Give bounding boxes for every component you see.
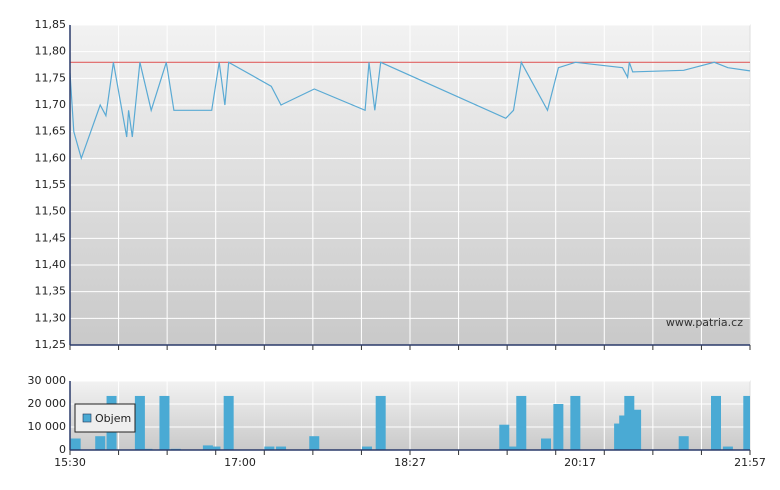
y-tick-label: 11,25 (35, 338, 67, 351)
volume-bar (210, 446, 221, 450)
y-tick-label: 0 (59, 443, 66, 456)
y-tick-label: 11,50 (35, 205, 67, 218)
legend-swatch (82, 413, 92, 423)
y-tick-label: 11,40 (35, 258, 67, 271)
volume-bar (362, 446, 373, 450)
volume-bar (508, 446, 519, 450)
y-tick-label: 11,85 (35, 18, 67, 31)
x-tick-label: 20:17 (564, 456, 596, 469)
y-tick-label: 11,30 (35, 311, 67, 324)
price-line (69, 60, 751, 161)
volume-bar (70, 438, 81, 450)
volume-bar (631, 409, 642, 450)
volume-bar (570, 395, 581, 450)
volume-bar (499, 424, 510, 450)
y-tick-label: 11,45 (35, 231, 67, 244)
legend-label: Objem (95, 412, 131, 425)
volume-bar (202, 445, 213, 450)
x-tick-label: 15:30 (54, 456, 86, 469)
volume-bar (619, 415, 630, 450)
volume-bar (541, 438, 551, 450)
volume-bar (134, 395, 145, 450)
volume-bar (375, 395, 386, 450)
volume-bar (159, 395, 170, 450)
volume-bar (553, 404, 564, 450)
x-tick-label: 18:27 (394, 456, 426, 469)
y-tick-label: 11,80 (35, 45, 67, 58)
y-tick-label: 11,75 (35, 71, 67, 84)
volume-bar (722, 446, 733, 450)
volume-bar (264, 446, 275, 450)
y-tick-label: 20 000 (28, 397, 67, 410)
y-tick-label: 30 000 (28, 374, 67, 387)
volume-bar (678, 436, 689, 450)
y-tick-label: 11,35 (35, 285, 67, 298)
x-tick-label: 17:00 (224, 456, 256, 469)
y-tick-label: 11,55 (35, 178, 67, 191)
volume-bar (95, 436, 106, 450)
x-tick-label: 21:57 (734, 456, 766, 469)
y-tick-label: 11,65 (35, 125, 67, 138)
volume-bar (516, 395, 527, 450)
volume-bar (614, 423, 625, 450)
y-tick-label: 11,70 (35, 98, 67, 111)
y-tick-label: 10 000 (28, 420, 67, 433)
volume-bar (624, 395, 635, 450)
watermark: www.patria.cz (666, 316, 743, 329)
volume-bar (309, 436, 320, 450)
volume-bar (711, 395, 721, 450)
volume-bar (276, 446, 287, 450)
y-tick-label: 11,60 (35, 151, 67, 164)
volume-bar (223, 395, 234, 450)
volume-bar (743, 395, 750, 450)
